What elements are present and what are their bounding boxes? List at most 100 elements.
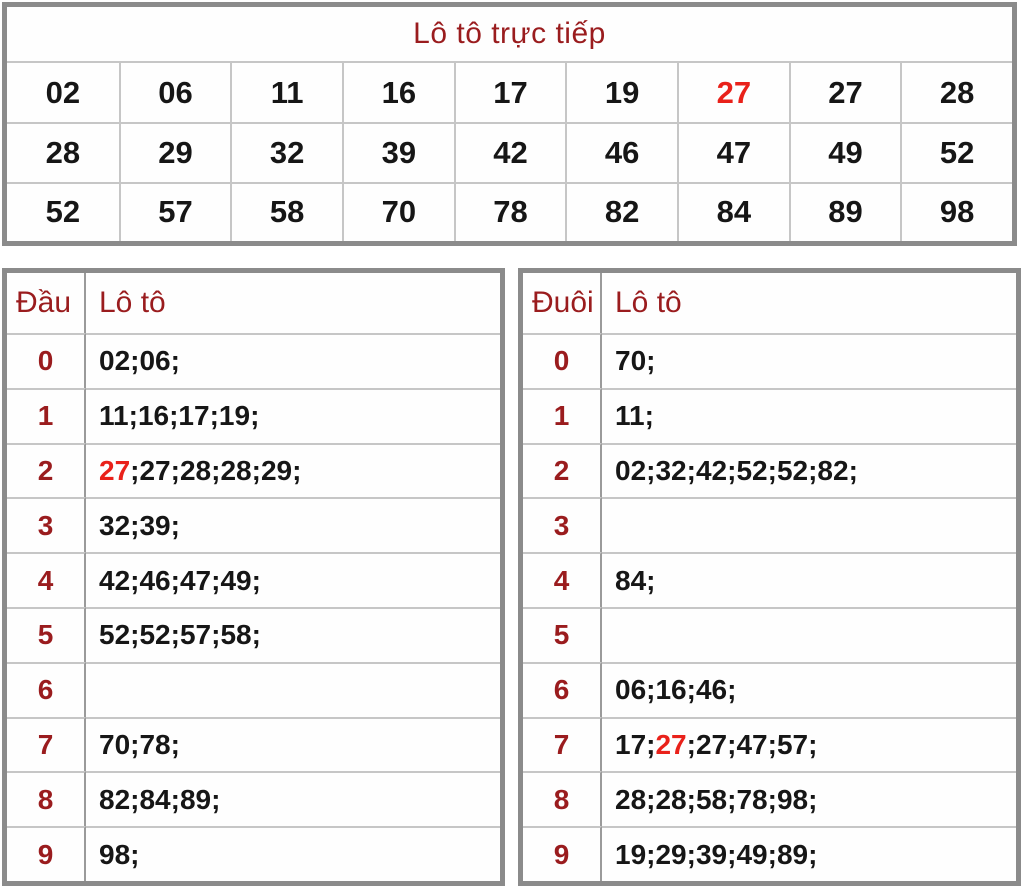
loto-cell: 70 — [341, 181, 454, 241]
loto-number: 47 — [179, 564, 212, 596]
loto-number-highlighted: 27 — [716, 74, 752, 110]
separator: ; — [251, 454, 261, 486]
separator: ; — [169, 400, 179, 432]
loto-cell: 27 — [788, 63, 901, 123]
separator: ; — [808, 454, 818, 486]
loto-number: 82 — [99, 783, 131, 815]
loto-number: 89 — [776, 838, 809, 870]
loto-cell: 06 — [118, 63, 231, 123]
loto-number: 27 — [828, 74, 863, 110]
values-cell: 28; 28; 58; 78; 98; — [602, 771, 1016, 826]
loto-number: 84 — [139, 783, 171, 815]
separator: ; — [646, 783, 656, 815]
values-cell: 84; — [602, 552, 1016, 607]
loto-number: 52 — [776, 454, 809, 486]
digit-cell: 7 — [7, 716, 86, 772]
values-cell: 70; — [602, 333, 1016, 388]
loto-cell: 52 — [900, 122, 1012, 182]
loto-number: 17 — [178, 400, 210, 432]
separator: ; — [251, 564, 261, 596]
values-cell: 11; 16; 17; 19; — [86, 387, 500, 443]
loto-cell: 27 — [676, 63, 789, 123]
separator: ; — [170, 564, 180, 596]
loto-number: 29 — [260, 454, 293, 486]
loto-number: 28 — [179, 454, 212, 486]
loto-cell: 78 — [453, 181, 566, 241]
values-cell: 52; 52; 57; 58; — [86, 606, 500, 662]
digit-cell: 9 — [7, 826, 86, 881]
digit-cell: 3 — [523, 497, 602, 553]
loto-number: 02 — [615, 454, 647, 486]
loto-cell: 98 — [900, 181, 1012, 241]
loto-number: 58 — [695, 783, 728, 815]
loto-cell: 57 — [118, 181, 231, 241]
loto-number: 32 — [99, 509, 131, 541]
separator: ; — [170, 345, 180, 377]
loto-number: 47 — [716, 134, 752, 170]
loto-number-highlighted: 27 — [99, 454, 131, 486]
separator: ; — [646, 728, 656, 760]
separator: ; — [646, 345, 656, 377]
loto-number: 49 — [220, 564, 252, 596]
values-cell: 19; 29; 39; 49; 89; — [602, 826, 1016, 881]
loto-number: 98 — [99, 838, 131, 870]
loto-number: 29 — [158, 134, 193, 170]
separator: ; — [727, 674, 737, 706]
loto-number: 58 — [269, 194, 305, 230]
separator: ; — [130, 838, 140, 870]
loto-number: 28 — [615, 783, 647, 815]
loto-number: 39 — [381, 134, 417, 170]
loto-cell: 52 — [7, 181, 119, 241]
separator: ; — [808, 838, 818, 870]
loto-number: 82 — [604, 194, 640, 230]
dau-loto-column-header: Lô tô — [99, 286, 166, 319]
loto-number: 32 — [655, 454, 687, 486]
values-cell: 70; 78; — [86, 716, 500, 772]
digit-cell: 8 — [523, 771, 602, 827]
loto-cell: 17 — [453, 63, 566, 123]
duoi-loto-grid: Đuôi Lô tô 0 70; 1 11; 2 02; 32; 42; 52; 52… — [523, 273, 1016, 881]
loto-number: 27 — [139, 454, 171, 486]
separator: ; — [211, 619, 221, 651]
loto-number: 47 — [736, 728, 768, 760]
loto-number: 52 — [139, 619, 171, 651]
loto-number: 19 — [615, 838, 647, 870]
digit-cell: 1 — [7, 387, 86, 443]
loto-cell: 11 — [230, 63, 342, 123]
loto-number: 32 — [269, 134, 305, 170]
duoi-loto-column-header: Lô tô — [615, 286, 682, 319]
separator: ; — [646, 454, 656, 486]
separator: ; — [644, 400, 654, 432]
loto-cell: 46 — [565, 122, 677, 182]
digit-cell: 1 — [523, 387, 602, 443]
loto-number: 11 — [615, 400, 645, 432]
loto-number: 58 — [220, 619, 252, 651]
digit-cell: 6 — [7, 661, 86, 717]
duoi-column-header: Đuôi — [523, 273, 602, 333]
loto-number: 49 — [736, 838, 768, 870]
loto-number: 82 — [817, 454, 849, 486]
loto-number: 52 — [99, 619, 131, 651]
loto-cell: 28 — [7, 122, 119, 181]
loto-number: 28 — [220, 454, 252, 486]
digit-cell: 9 — [523, 826, 602, 881]
loto-number: 70 — [381, 194, 417, 230]
separator: ; — [727, 783, 737, 815]
separator: ; — [767, 783, 777, 815]
values-cell: 82; 84; 89; — [86, 771, 500, 826]
dau-column-header: Đầu — [7, 273, 86, 333]
separator: ; — [251, 619, 261, 651]
loto-number: 57 — [179, 619, 212, 651]
loto-number: 78 — [493, 194, 528, 230]
separator: ; — [130, 345, 140, 377]
separator: ; — [727, 454, 737, 486]
loto-number: 46 — [695, 674, 728, 706]
values-cell: 11; — [602, 387, 1016, 443]
digit-cell: 0 — [7, 333, 86, 388]
loto-number: 02 — [99, 345, 131, 377]
separator: ; — [170, 454, 180, 486]
separator: ; — [646, 564, 656, 596]
loto-number: 42 — [493, 134, 528, 170]
values-cell — [86, 661, 500, 717]
loto-number: 17 — [493, 74, 528, 110]
